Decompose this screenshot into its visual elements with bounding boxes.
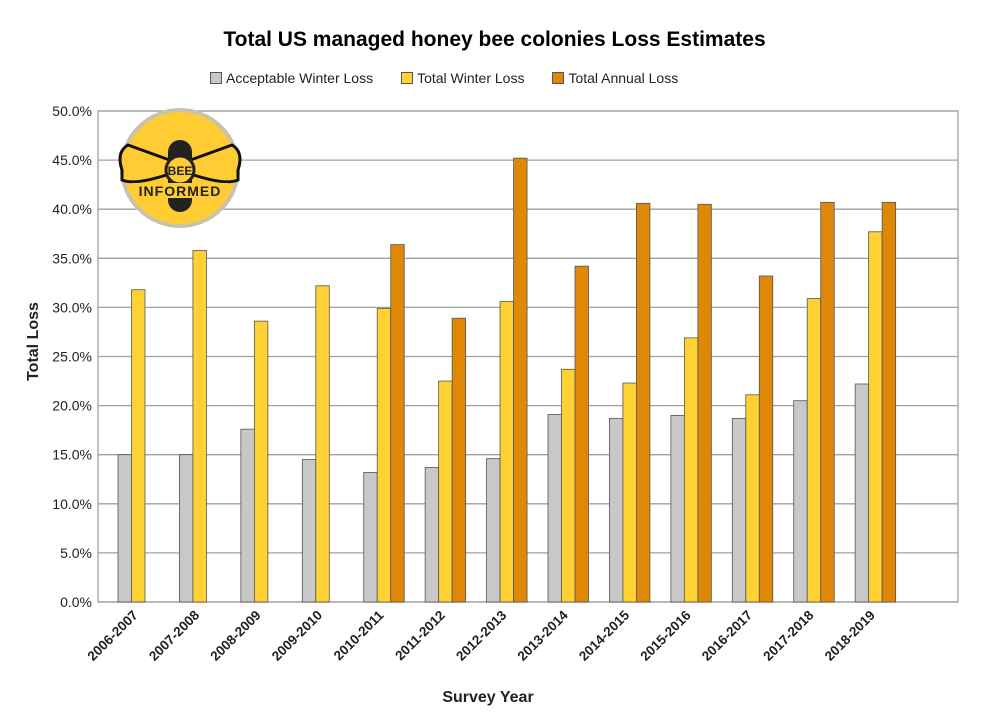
y-tick-label: 40.0% — [52, 201, 92, 217]
bar-total-annual-loss — [513, 157, 528, 603]
x-tick-label: 2014-2015 — [576, 607, 633, 664]
x-tick-label: 2011-2012 — [392, 608, 448, 664]
bar-total-winter-loss — [683, 337, 699, 603]
bar-total-annual-loss — [390, 244, 405, 603]
bar-total-winter-loss — [806, 298, 822, 603]
legend-item-acceptable: Acceptable Winter Loss — [210, 70, 373, 86]
bar-acceptable-winter-loss — [424, 467, 440, 603]
y-tick-label: 50.0% — [52, 103, 92, 119]
x-tick-label: 2012-2013 — [453, 607, 510, 664]
chart-title: Total US managed honey bee colonies Loss… — [223, 28, 766, 51]
bar-total-winter-loss — [561, 368, 576, 603]
legend-item-total-winter: Total Winter Loss — [401, 70, 524, 86]
bar-total-winter-loss — [499, 301, 514, 603]
legend-label: Total Annual Loss — [568, 70, 679, 86]
x-tick-label: 2013-2014 — [515, 607, 572, 664]
bee-informed-logo: BEE INFORMED — [118, 108, 242, 228]
bar-acceptable-winter-loss — [363, 471, 378, 603]
x-tick-label: 2010-2011 — [331, 607, 387, 663]
y-tick-label: 35.0% — [52, 250, 92, 266]
bar-acceptable-winter-loss — [301, 459, 317, 603]
x-tick-label: 2008-2009 — [207, 608, 263, 664]
bar-acceptable-winter-loss — [486, 458, 501, 603]
x-tick-label: 2006-2007 — [85, 608, 141, 664]
y-tick-label: 15.0% — [52, 447, 92, 463]
x-tick-label: 2015-2016 — [637, 607, 694, 664]
y-tick-label: 0.0% — [60, 594, 92, 610]
bar-acceptable-winter-loss — [240, 428, 255, 603]
legend-swatch — [210, 72, 222, 84]
x-tick-label: 2009-2010 — [269, 608, 325, 664]
logo-text: INFORMED — [139, 183, 222, 199]
bar-acceptable-winter-loss — [670, 415, 685, 603]
bar-total-annual-loss — [451, 317, 467, 603]
plot-area — [97, 110, 959, 603]
y-tick-label: 10.0% — [52, 496, 92, 512]
bar-total-winter-loss — [192, 250, 207, 603]
bar-acceptable-winter-loss — [731, 417, 747, 603]
bar-acceptable-winter-loss — [609, 417, 624, 603]
x-tick-label: 2018-2019 — [822, 608, 878, 664]
bar-total-winter-loss — [745, 394, 760, 603]
bar-total-annual-loss — [697, 203, 712, 603]
bar-total-annual-loss — [758, 275, 774, 603]
bar-acceptable-winter-loss — [854, 383, 870, 603]
legend-item-total-annual: Total Annual Loss — [552, 70, 678, 86]
bar-total-annual-loss — [881, 201, 897, 603]
bar-total-winter-loss — [622, 382, 637, 603]
bar-acceptable-winter-loss — [793, 400, 808, 603]
bar-total-annual-loss — [636, 202, 651, 603]
y-tick-label: 45.0% — [52, 152, 92, 168]
legend-swatch — [552, 72, 565, 84]
legend-swatch — [401, 72, 414, 84]
y-axis-label: Total Loss — [25, 302, 42, 381]
bar-acceptable-winter-loss — [547, 414, 562, 603]
y-tick-label: 5.0% — [60, 545, 92, 561]
x-tick-label: 2017-2018 — [760, 607, 817, 664]
bar-acceptable-winter-loss — [117, 454, 132, 603]
bar-total-winter-loss — [438, 380, 453, 603]
bar-total-winter-loss — [376, 307, 392, 603]
bar-total-winter-loss — [868, 231, 883, 603]
y-tick-label: 20.0% — [52, 398, 92, 414]
bar-total-winter-loss — [315, 285, 330, 603]
x-axis-label: Survey Year — [442, 689, 533, 706]
legend: Acceptable Winter Loss Total Winter Loss… — [210, 70, 678, 86]
legend-label: Total Winter Loss — [417, 70, 525, 86]
y-tick-label: 25.0% — [52, 349, 92, 365]
bar-total-winter-loss — [253, 320, 269, 603]
bar-acceptable-winter-loss — [179, 454, 194, 603]
bar-total-annual-loss — [820, 201, 835, 603]
bar-total-winter-loss — [131, 289, 146, 603]
legend-label: Acceptable Winter Loss — [226, 70, 374, 86]
x-tick-label: 2007-2008 — [146, 607, 203, 664]
y-tick-label: 30.0% — [52, 299, 92, 315]
x-tick-label: 2016-2017 — [699, 608, 755, 664]
logo-text: BEE — [168, 164, 193, 178]
bar-total-annual-loss — [574, 265, 589, 603]
